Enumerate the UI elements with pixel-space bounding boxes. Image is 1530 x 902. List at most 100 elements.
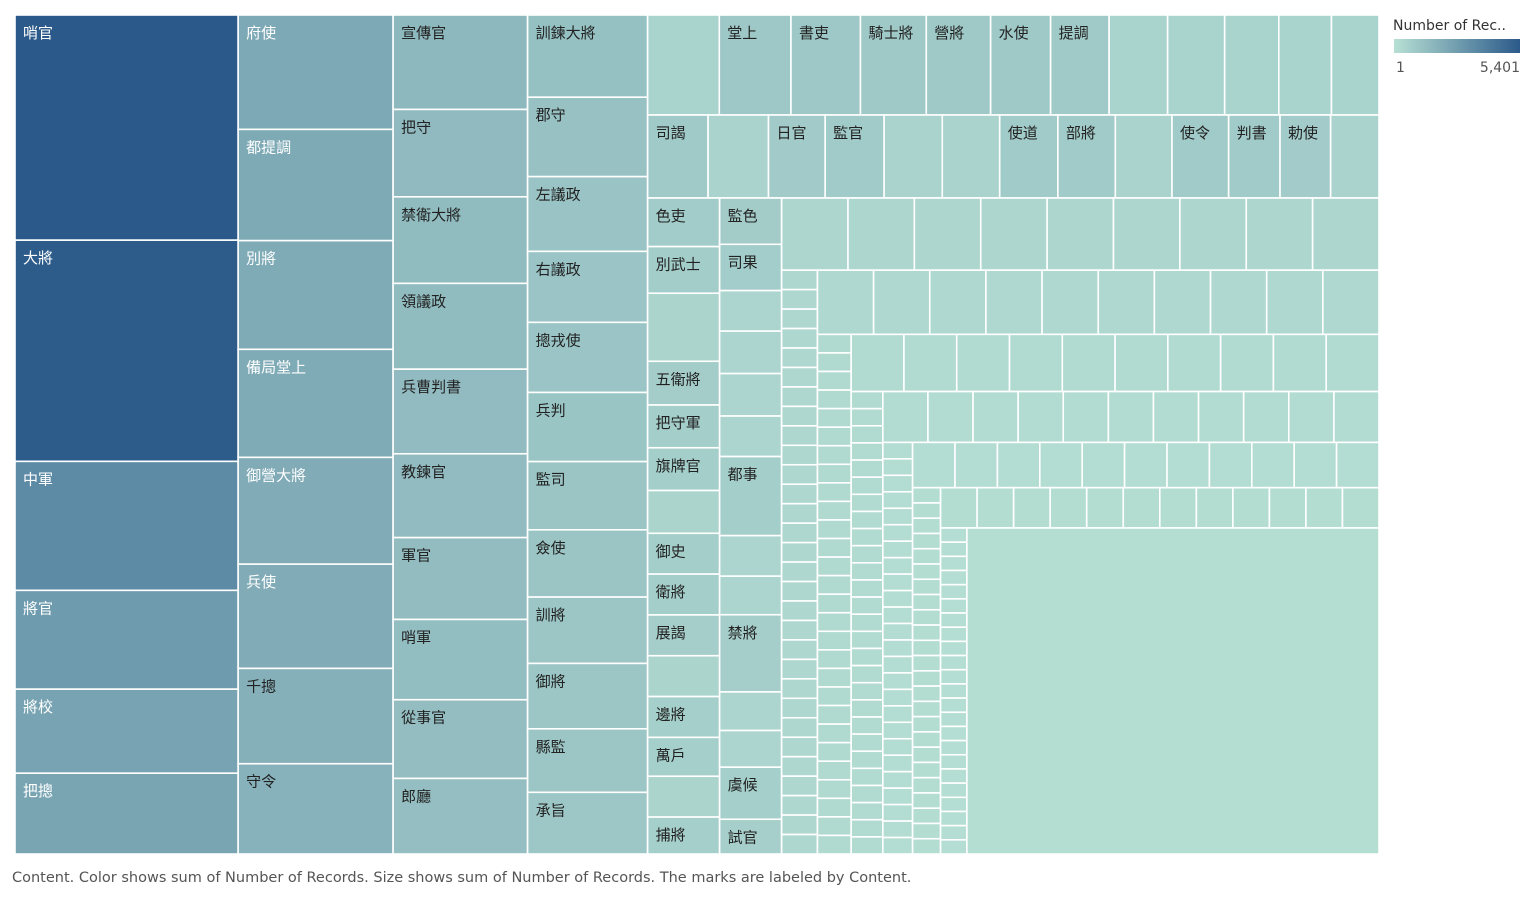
treemap-cell-215[interactable]	[911, 486, 942, 504]
treemap-cell-131[interactable]	[850, 333, 905, 393]
treemap-cell-左議政[interactable]	[526, 175, 649, 253]
treemap-cell-219[interactable]	[911, 547, 942, 565]
treemap-cell-129[interactable]	[816, 816, 852, 837]
treemap-cell-117[interactable]	[816, 593, 852, 614]
treemap-cell-154[interactable]	[850, 613, 884, 633]
treemap-cell-265[interactable]	[939, 725, 968, 742]
treemap-cell-272[interactable]	[939, 824, 968, 841]
treemap-cell-78[interactable]	[780, 561, 819, 583]
treemap-cell-182[interactable]	[882, 491, 914, 510]
treemap-cell-153[interactable]	[850, 596, 884, 616]
treemap-cell-137[interactable]	[1167, 333, 1222, 393]
treemap-cell-231[interactable]	[911, 731, 942, 748]
treemap-cell-256[interactable]	[939, 598, 968, 614]
treemap-cell-67[interactable]	[780, 347, 819, 369]
treemap-cell-69[interactable]	[780, 386, 819, 408]
treemap-cell-114[interactable]	[816, 537, 852, 558]
treemap-cell-183[interactable]	[882, 507, 914, 526]
treemap-cell-89[interactable]	[780, 775, 819, 797]
treemap-cell-214[interactable]	[1335, 441, 1380, 489]
treemap-cell-5[interactable]	[989, 14, 1052, 116]
treemap-cell-120[interactable]	[816, 649, 852, 670]
treemap-cell-209[interactable]	[1123, 441, 1168, 489]
treemap-cell-202[interactable]	[882, 820, 914, 839]
treemap-cell-226[interactable]	[911, 654, 942, 672]
treemap-cell-235[interactable]	[911, 792, 942, 810]
treemap-cell-143[interactable]	[850, 424, 884, 444]
treemap-cell-95[interactable]	[928, 269, 987, 336]
treemap-cell-156[interactable]	[850, 647, 884, 667]
treemap-cell-227[interactable]	[911, 670, 942, 687]
treemap-cell-257[interactable]	[939, 612, 968, 629]
treemap-cell-206[interactable]	[996, 441, 1041, 489]
treemap-cell-237[interactable]	[911, 822, 942, 840]
treemap-cell-84[interactable]	[780, 678, 819, 700]
treemap-cell-102[interactable]	[1322, 269, 1380, 336]
treemap-cell-訓將[interactable]	[526, 596, 649, 665]
treemap-cell-241[interactable]	[1012, 486, 1051, 529]
treemap-cell-198[interactable]	[882, 754, 914, 773]
treemap-cell-105[interactable]	[816, 370, 852, 391]
treemap-cell-157[interactable]	[850, 664, 884, 684]
treemap-cell-203[interactable]	[882, 836, 914, 855]
treemap-cell-251[interactable]	[939, 527, 968, 543]
treemap-cell-223[interactable]	[911, 608, 942, 626]
treemap-cell-263[interactable]	[939, 697, 968, 714]
treemap-cell-259[interactable]	[939, 640, 968, 657]
treemap-cell-216[interactable]	[911, 502, 942, 520]
treemap-cell-大將[interactable]	[14, 239, 239, 463]
treemap-cell-61[interactable]	[1245, 197, 1314, 271]
treemap-cell-250[interactable]	[1341, 486, 1380, 529]
treemap-cell-28[interactable]	[646, 360, 721, 406]
treemap-cell-軍官[interactable]	[392, 536, 529, 621]
treemap-cell-55[interactable]	[847, 197, 916, 271]
treemap-cell-52[interactable]	[718, 766, 783, 821]
treemap-cell-146[interactable]	[850, 476, 884, 496]
treemap-cell-郎廳[interactable]	[392, 777, 529, 855]
treemap-cell-128[interactable]	[816, 797, 852, 818]
treemap-cell-252[interactable]	[939, 541, 968, 558]
treemap-cell-165[interactable]	[850, 801, 884, 821]
treemap-cell-33[interactable]	[646, 573, 721, 616]
treemap-cell-34[interactable]	[646, 614, 721, 657]
treemap-cell-159[interactable]	[850, 699, 884, 718]
treemap-cell-9[interactable]	[1223, 14, 1280, 116]
treemap-cell-210[interactable]	[1166, 441, 1211, 489]
treemap-cell-116[interactable]	[816, 574, 852, 595]
treemap-cell-140[interactable]	[1325, 333, 1380, 393]
treemap-cell-207[interactable]	[1038, 441, 1083, 489]
treemap-cell-160[interactable]	[850, 716, 884, 735]
treemap-cell-204[interactable]	[911, 441, 956, 489]
treemap-cell-244[interactable]	[1122, 486, 1161, 529]
treemap-cell-56[interactable]	[913, 197, 982, 271]
treemap-cell-承旨[interactable]	[526, 791, 649, 855]
treemap-cell-104[interactable]	[816, 352, 852, 373]
treemap-cell-141[interactable]	[850, 390, 884, 410]
treemap-cell-45[interactable]	[718, 415, 783, 458]
treemap-cell-42[interactable]	[718, 289, 783, 332]
treemap-cell-175[interactable]	[1197, 390, 1245, 444]
treemap-cell-176[interactable]	[1242, 390, 1290, 444]
treemap-cell-266[interactable]	[939, 739, 968, 756]
treemap-cell-255[interactable]	[939, 583, 968, 600]
treemap-cell-115[interactable]	[816, 556, 852, 577]
treemap-cell-監司[interactable]	[526, 460, 649, 531]
treemap-cell-111[interactable]	[816, 482, 852, 503]
treemap-cell-3[interactable]	[859, 14, 928, 116]
treemap-cell-76[interactable]	[780, 522, 819, 544]
treemap-cell-25[interactable]	[646, 197, 721, 248]
treemap-cell-201[interactable]	[882, 803, 914, 822]
treemap-cell-145[interactable]	[850, 459, 884, 478]
treemap-cell-177[interactable]	[1287, 390, 1335, 444]
treemap-cell-44[interactable]	[718, 372, 783, 417]
treemap-cell-239[interactable]	[939, 486, 978, 529]
treemap-cell-30[interactable]	[646, 446, 721, 492]
treemap-cell-273[interactable]	[939, 839, 968, 855]
treemap-cell-72[interactable]	[780, 444, 819, 466]
treemap-cell-101[interactable]	[1265, 269, 1324, 336]
treemap-cell-47[interactable]	[718, 534, 783, 577]
treemap-cell-86[interactable]	[780, 716, 819, 739]
treemap-cell-24[interactable]	[1329, 114, 1380, 199]
treemap-cell-158[interactable]	[850, 681, 884, 701]
treemap-cell-51[interactable]	[718, 729, 783, 768]
